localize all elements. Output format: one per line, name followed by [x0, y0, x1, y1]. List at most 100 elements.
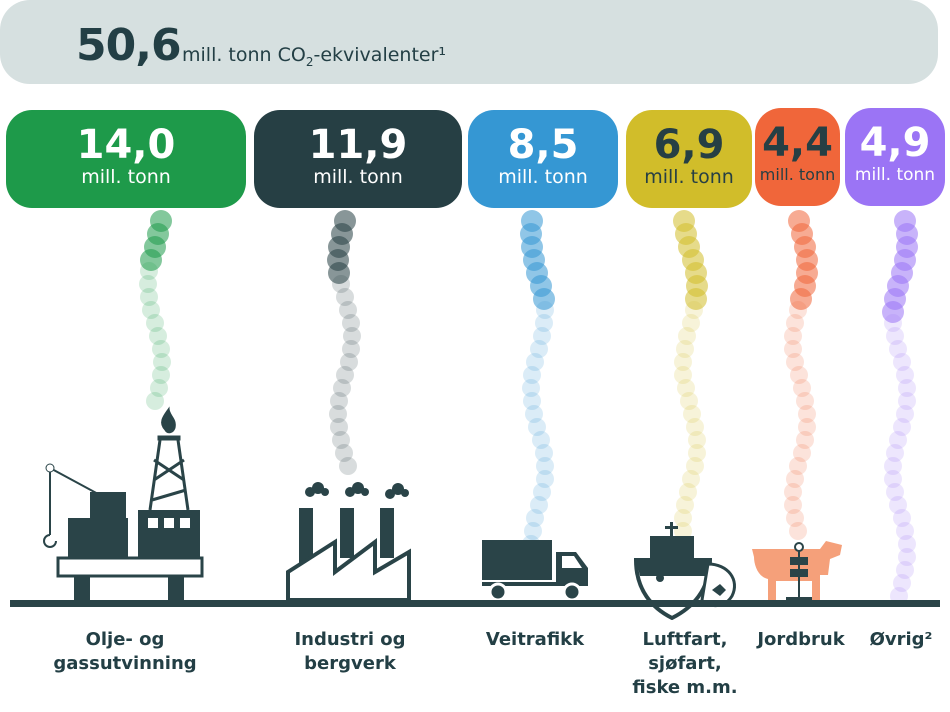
smoke-puff	[526, 509, 545, 527]
sector-cloud-industry: 11,9 mill. tonn	[254, 110, 462, 208]
sector-unit: mill. tonn	[854, 165, 936, 185]
factory-icon	[286, 482, 411, 602]
smoke-puff	[342, 327, 361, 345]
smoke-puff	[792, 444, 811, 462]
smoke-puff	[785, 470, 804, 488]
smoke-puff	[331, 431, 350, 449]
smoke-puff	[682, 314, 701, 332]
smoke-puff	[342, 340, 361, 358]
sector-cloud-other: 4,9 mill. tonn	[845, 108, 945, 206]
smoke-puff	[893, 574, 912, 592]
sector-unit: mill. tonn	[81, 166, 171, 188]
smoke-puff	[895, 366, 914, 384]
smoke-puff	[797, 405, 816, 423]
smoke-puff	[534, 444, 553, 462]
sector-label-industry: Industri og bergverk	[294, 629, 406, 674]
sector-value: 14,0	[76, 122, 176, 168]
smoke-puff	[784, 327, 803, 345]
smoke-puff	[895, 405, 914, 423]
smoke-puff	[533, 483, 552, 501]
sector-cloud-transport: 6,9 mill. tonn	[626, 110, 752, 208]
smoke-puff	[796, 392, 815, 410]
smoke-puff	[674, 366, 693, 384]
smoke-puff	[139, 288, 158, 306]
smoke-puff	[784, 340, 803, 358]
smoke-puff	[532, 288, 555, 310]
sector-value: 6,9	[653, 122, 725, 168]
sector-cloud-oil-gas: 14,0 mill. tonn	[6, 110, 246, 208]
smoke-puff	[674, 509, 693, 527]
smoke-puff	[335, 444, 354, 462]
smoke-puff	[535, 314, 554, 332]
smoke-puff	[884, 314, 903, 332]
smoke-puff	[886, 444, 905, 462]
smoke-puff	[524, 405, 543, 423]
ground-line	[10, 600, 940, 607]
smoke-puff	[674, 353, 693, 371]
smoke-puff	[789, 457, 807, 475]
smoke-puff	[892, 418, 911, 436]
smoke-puff	[897, 379, 916, 397]
smoke-puff	[678, 327, 697, 345]
smoke-puff	[329, 418, 348, 436]
smoke-puff	[897, 535, 916, 553]
smoke-puff	[885, 483, 904, 501]
smoke-puff	[674, 522, 693, 540]
smoke-puff	[533, 327, 552, 345]
smoke-puff	[330, 392, 349, 410]
sector-label-other: Øvrig²	[869, 629, 933, 650]
smoke-puff	[530, 496, 549, 514]
smoke-puff	[535, 457, 554, 475]
smoke-puff	[149, 379, 168, 397]
smoke-puff	[149, 327, 168, 345]
smoke-puff	[535, 301, 554, 319]
smoke-puff	[523, 366, 542, 384]
sector-unit: mill. tonn	[498, 166, 588, 188]
cow-icon	[752, 541, 842, 601]
sector-cloud-agriculture: 4,4 mill. tonn	[755, 108, 840, 206]
smoke-puff	[685, 288, 708, 310]
smoke-puff	[339, 353, 358, 371]
smoke-puff	[889, 340, 908, 358]
smoke-puff	[786, 509, 805, 527]
smoke-puff	[341, 314, 360, 332]
smoke-puff	[790, 288, 813, 310]
smoke-puff	[788, 301, 807, 319]
smoke-puff	[896, 561, 915, 579]
oil-platform-icon	[43, 406, 204, 600]
smoke-puff	[335, 288, 354, 306]
sector-label-transport: Luftfart, sjøfart, fiske m.m.	[632, 629, 738, 698]
smoke-puff	[332, 275, 351, 293]
smoke-puff	[146, 392, 165, 410]
smoke-puff	[884, 470, 903, 488]
smoke-puff	[535, 470, 554, 488]
smoke-puff	[152, 340, 170, 358]
smoke-puff	[675, 496, 694, 514]
sector-cloud-road: 8,5 mill. tonn	[468, 110, 618, 208]
smoke-puff	[142, 301, 161, 319]
smoke-puff	[327, 262, 350, 284]
sector-value: 8,5	[507, 122, 579, 168]
smoke-puff	[686, 418, 705, 436]
smoke-puff	[332, 379, 351, 397]
smoke-puff	[793, 379, 812, 397]
smoke-puff	[336, 366, 355, 384]
smoke-puff	[139, 262, 158, 280]
smoke-puff	[687, 431, 706, 449]
smoke-puff	[675, 340, 694, 358]
smoke-puff	[145, 314, 164, 332]
smoke-puff	[140, 249, 163, 271]
smoke-puff	[786, 353, 805, 371]
smoke-puff	[797, 418, 816, 436]
truck-icon	[482, 540, 588, 602]
smoke-puff	[785, 314, 804, 332]
smoke-puff	[526, 353, 545, 371]
smoke-puff	[522, 379, 541, 397]
smoke-puff	[338, 457, 357, 475]
smoke-puff	[784, 496, 803, 514]
smoke-puff	[795, 431, 814, 449]
smoke-puff	[892, 353, 911, 371]
smoke-puff	[679, 392, 698, 410]
smoke-puff	[523, 522, 542, 540]
sector-value: 4,4	[762, 120, 833, 166]
